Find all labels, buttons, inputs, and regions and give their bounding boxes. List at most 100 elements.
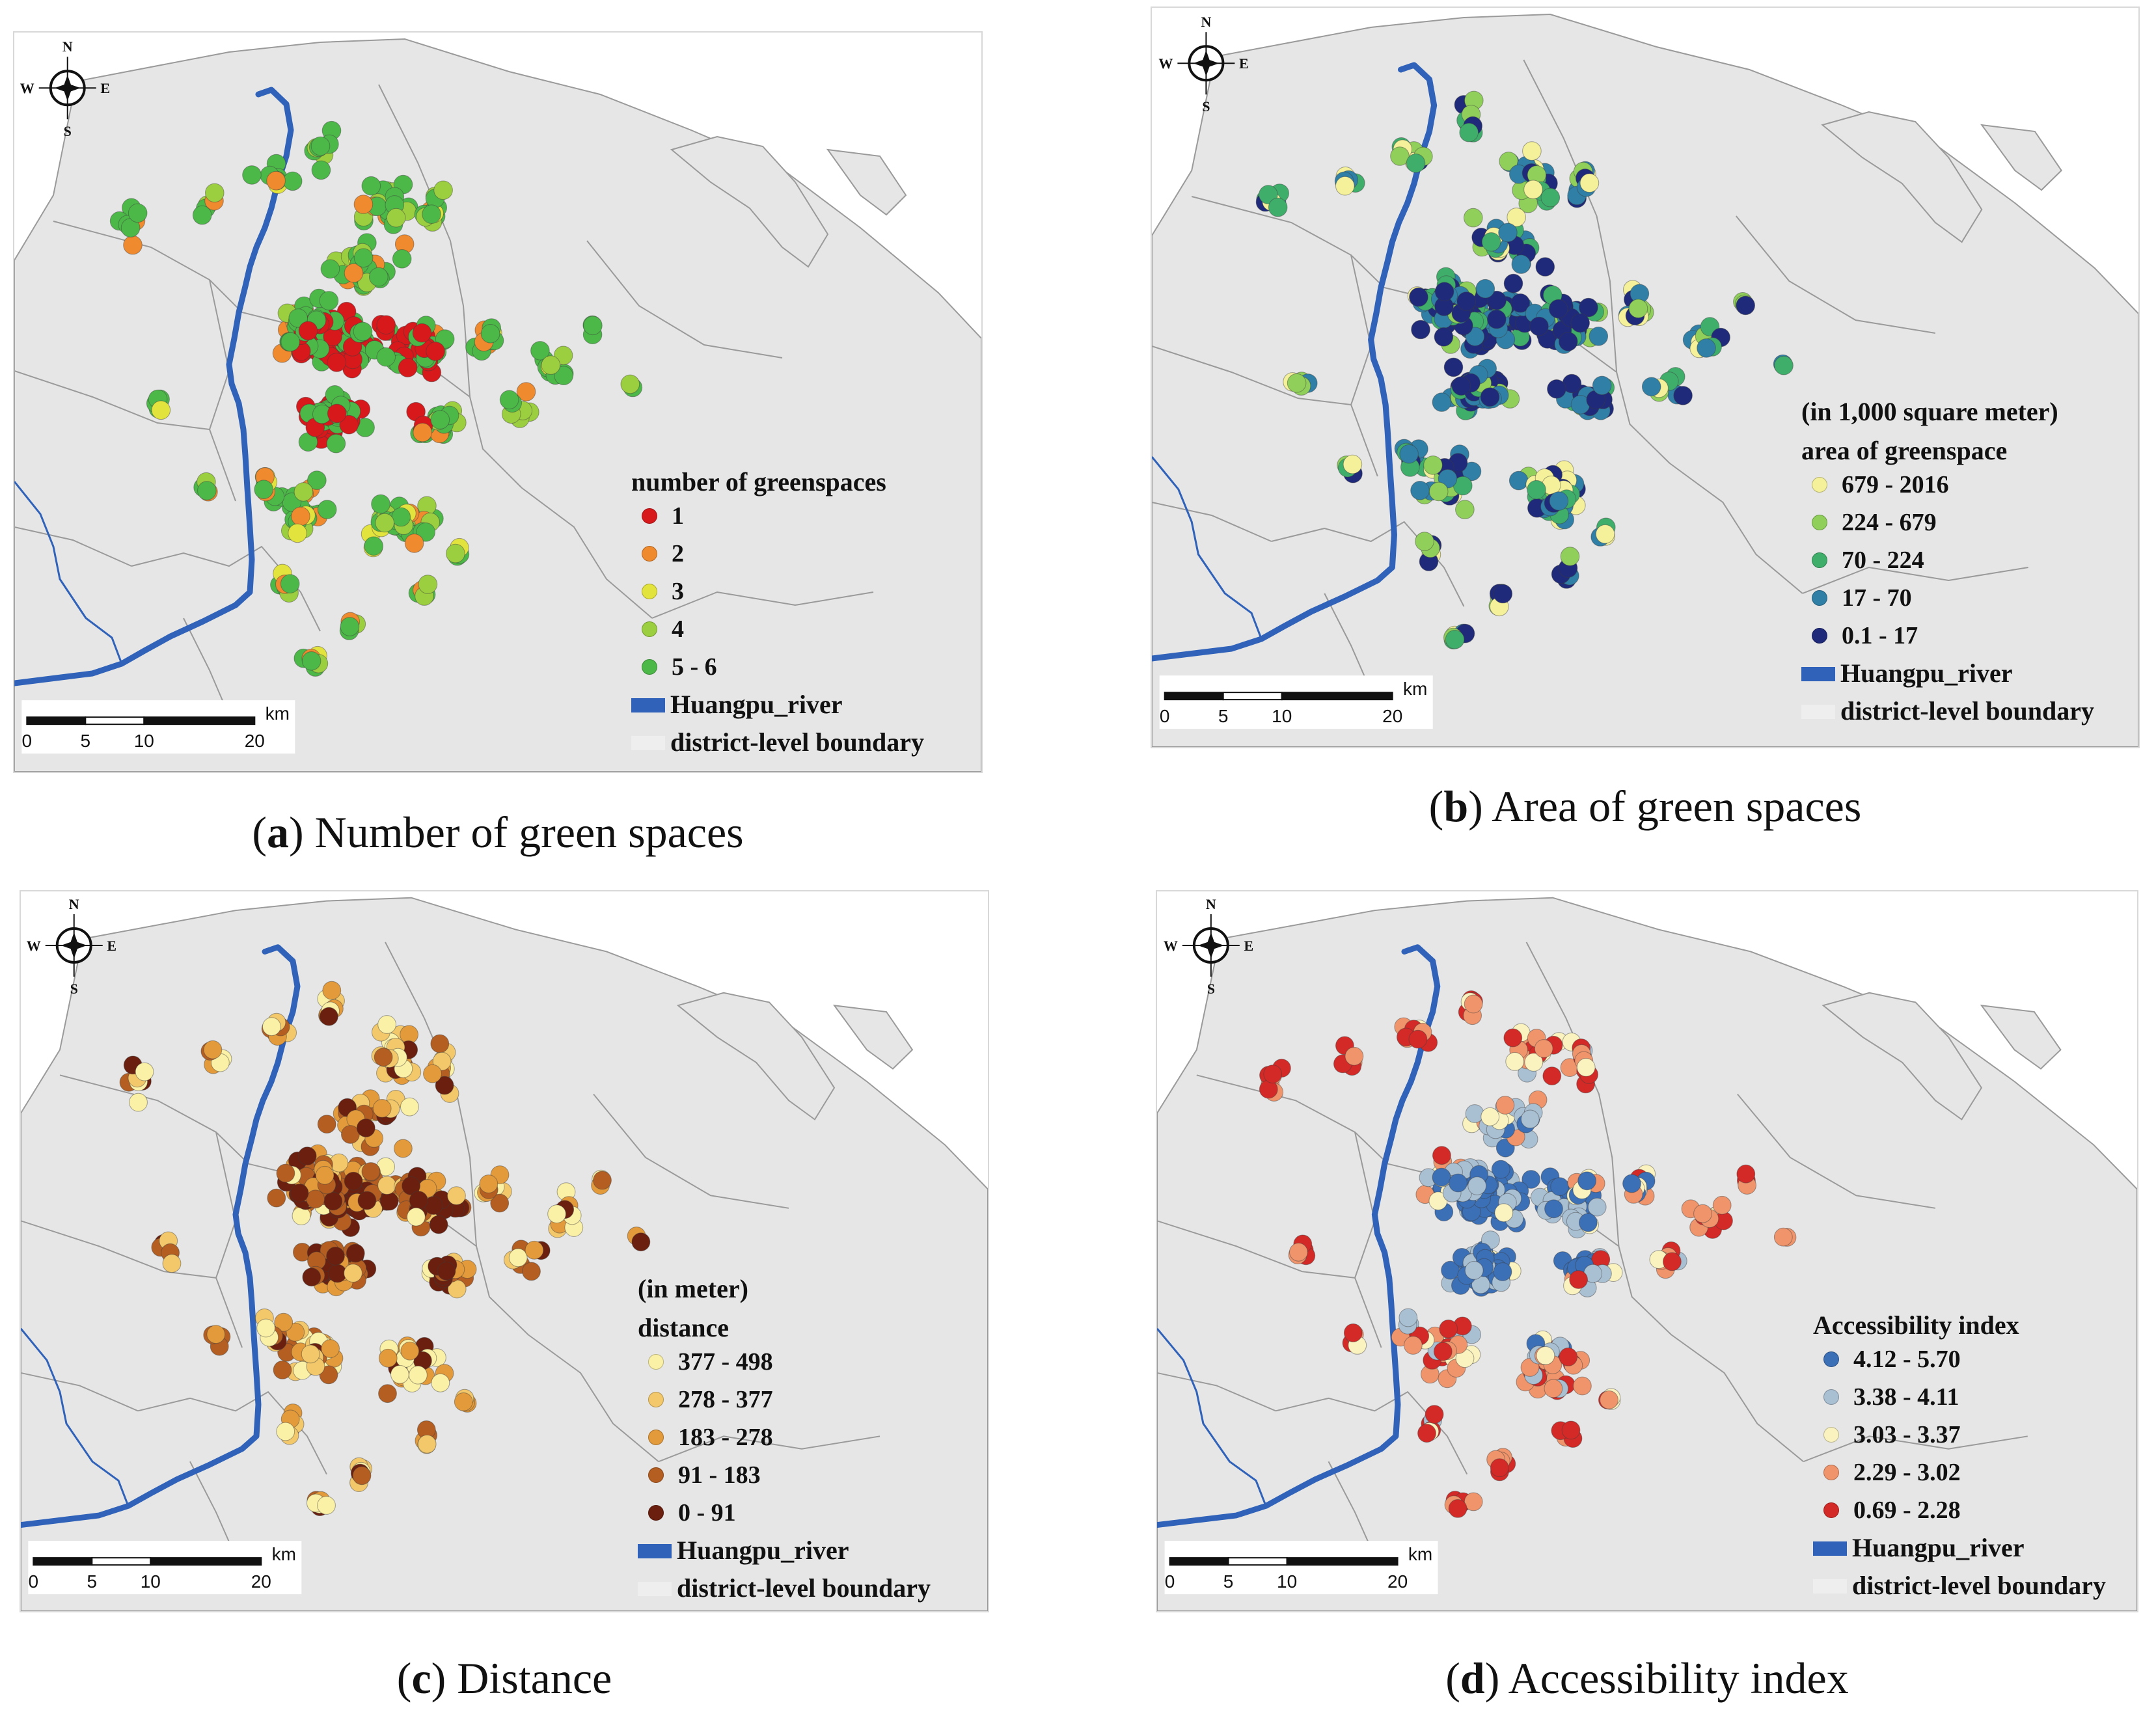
caption-c: (c) Distance bbox=[396, 1653, 612, 1703]
scale-bar-tick-label: 0 bbox=[29, 1571, 39, 1592]
scale-bar-segment-1 bbox=[1164, 692, 1224, 701]
scale-bar-segment-1 bbox=[1169, 1557, 1229, 1566]
legend-river: Huangpu_river bbox=[1813, 1529, 2106, 1567]
panel-d: N S E W 0 5 10 20 km Accessibility index 4.12 - … bbox=[1156, 890, 2138, 1612]
greenspace-point bbox=[1628, 299, 1648, 319]
scale-bar-segment-3 bbox=[1281, 692, 1393, 701]
compass-label-s: S bbox=[70, 981, 78, 997]
legend-boundary: district-level boundary bbox=[631, 724, 924, 761]
greenspace-point bbox=[1736, 295, 1756, 316]
district-boundary-10 bbox=[1803, 1435, 2028, 1463]
legend-label: district-level boundary bbox=[677, 1573, 931, 1603]
legend-class-1: 377 - 498 bbox=[638, 1343, 931, 1381]
greenspace-point bbox=[1417, 1424, 1436, 1443]
legend-label: 91 - 183 bbox=[678, 1461, 761, 1489]
land-area bbox=[21, 897, 988, 1611]
legend-class-1: 679 - 2016 bbox=[1801, 466, 2094, 504]
greenspace-point bbox=[346, 1243, 365, 1263]
compass-label-s: S bbox=[1207, 981, 1215, 997]
island-1 bbox=[670, 135, 829, 268]
greenspace-point bbox=[1547, 379, 1566, 399]
greenspace-point bbox=[1390, 146, 1410, 166]
scale-bar-unit: km bbox=[1408, 1544, 1432, 1564]
greenspace-point bbox=[352, 1466, 372, 1486]
greenspace-point bbox=[1548, 299, 1568, 319]
greenspace-point bbox=[319, 291, 339, 310]
greenspace-point bbox=[129, 1092, 148, 1112]
greenspace-point bbox=[447, 1186, 466, 1206]
legend-swatch bbox=[648, 1392, 664, 1408]
caption-text: Accessibility index bbox=[1508, 1653, 1849, 1703]
legend-class-4: 91 - 183 bbox=[638, 1456, 931, 1494]
greenspace-point bbox=[1600, 1391, 1618, 1409]
greenspace-point bbox=[1432, 1146, 1451, 1165]
compass-label-e: E bbox=[1239, 55, 1249, 72]
legend-title: area of greenspace bbox=[1801, 436, 2008, 465]
district-boundary-2 bbox=[1350, 254, 1378, 477]
map-frame-c: N S E W 0 5 10 20 km bbox=[20, 890, 989, 1612]
greenspace-point bbox=[1559, 1348, 1578, 1366]
greenspace-point bbox=[407, 1207, 426, 1227]
greenspace-point bbox=[1481, 232, 1501, 252]
boundary-swatch bbox=[631, 735, 665, 750]
tributary-2 bbox=[1210, 573, 1262, 640]
legend-label: 0 - 91 bbox=[678, 1499, 736, 1526]
tributary-1 bbox=[1157, 1327, 1218, 1443]
caption-letter: b bbox=[1443, 781, 1469, 831]
greenspace-point bbox=[530, 341, 550, 360]
greenspace-point bbox=[339, 414, 359, 435]
greenspace-point bbox=[1527, 480, 1546, 500]
legend-class-2: 3.38 - 4.11 bbox=[1813, 1378, 2106, 1416]
tributary-1 bbox=[14, 481, 74, 599]
north-arrow-icon: N S E W bbox=[20, 38, 110, 139]
greenspace-point bbox=[123, 235, 143, 255]
district-boundary-6 bbox=[528, 1334, 659, 1462]
greenspace-point bbox=[1487, 309, 1507, 329]
legend-class-4: 4 bbox=[631, 610, 924, 648]
scale-bar-unit: km bbox=[272, 1544, 296, 1564]
caption-text: Number of green spaces bbox=[314, 807, 744, 857]
greenspace-point bbox=[344, 1264, 362, 1282]
district-boundary-3 bbox=[1271, 521, 1465, 607]
greenspace-point bbox=[326, 433, 346, 454]
greenspace-points bbox=[109, 120, 643, 677]
greenspace-point bbox=[1409, 287, 1428, 307]
greenspace-point bbox=[1434, 282, 1454, 302]
greenspace-point bbox=[321, 1339, 340, 1358]
legend-boundary: district-level boundary bbox=[1801, 692, 2094, 730]
caption-b: (b) Area of green spaces bbox=[1428, 781, 1862, 831]
greenspace-point bbox=[1693, 1204, 1712, 1223]
legend-label: 4 bbox=[672, 616, 684, 643]
legend-label: 0.1 - 17 bbox=[1842, 622, 1918, 649]
district-boundary-11 bbox=[586, 240, 783, 359]
greenspace-point bbox=[1550, 1177, 1570, 1197]
greenspace-point bbox=[1561, 1420, 1581, 1440]
greenspace-point bbox=[1487, 290, 1507, 310]
greenspace-point bbox=[1579, 1213, 1598, 1232]
legend-river: Huangpu_river bbox=[631, 686, 924, 724]
greenspace-point bbox=[326, 1247, 345, 1266]
district-boundary-4 bbox=[1157, 1220, 1356, 1279]
greenspace-point bbox=[1641, 377, 1661, 397]
greenspace-point bbox=[361, 1162, 381, 1181]
greenspace-point bbox=[416, 522, 436, 542]
greenspace-point bbox=[1559, 332, 1578, 351]
legend-class-3: 70 - 224 bbox=[1801, 541, 2094, 579]
compass-label-w: W bbox=[1158, 55, 1173, 72]
greenspace-point bbox=[1335, 176, 1355, 196]
greenspace-point bbox=[1449, 1173, 1467, 1193]
greenspace-point bbox=[1549, 491, 1569, 511]
greenspace-point bbox=[369, 267, 389, 287]
greenspace-point bbox=[378, 1384, 397, 1404]
greenspace-point bbox=[1498, 223, 1518, 243]
greenspace-point bbox=[1455, 500, 1475, 519]
scale-bar-background bbox=[1164, 1541, 1438, 1595]
legend-label: district-level boundary bbox=[1852, 1571, 2106, 1600]
scale-bar-unit: km bbox=[1403, 679, 1427, 699]
greenspace-point bbox=[298, 321, 318, 341]
greenspace-point bbox=[307, 470, 327, 490]
greenspace-point bbox=[1521, 1170, 1541, 1189]
